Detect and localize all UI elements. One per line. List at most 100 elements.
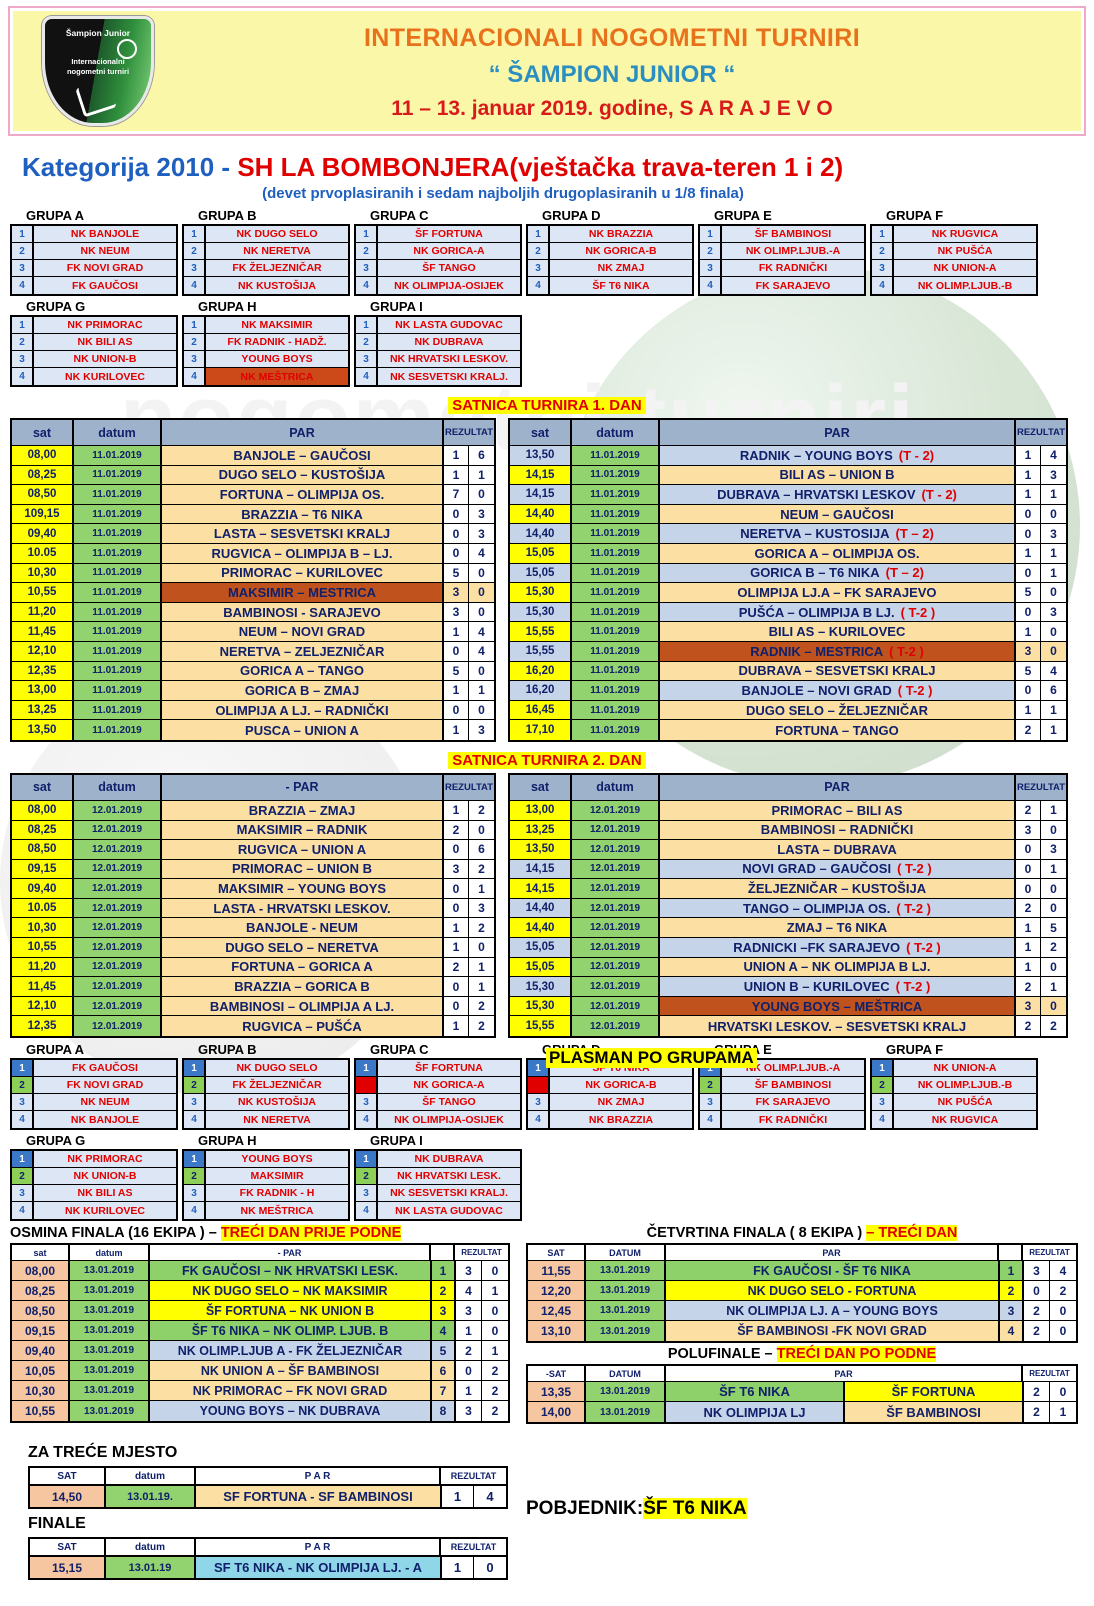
winner-label: POBJEDNIK: xyxy=(526,1498,644,1520)
score-home: 3 xyxy=(456,1301,482,1321)
logo-circle-decor xyxy=(117,39,137,59)
group-box: GRUPA F 1 NK UNION-A 2 NK OLIMP.LJUB.-B 3 NK P… xyxy=(870,1042,1038,1131)
score-away: 2 xyxy=(469,800,494,820)
match-time: 14,15 xyxy=(510,465,572,485)
match-pair: NK PRIMORAC – FK NOVI GRAD xyxy=(150,1381,432,1401)
group-rank: 4 xyxy=(872,1111,894,1129)
group-row: 4 FK GAUČOSI xyxy=(12,277,176,294)
group-row: 4 NK RUGVICA xyxy=(872,1111,1036,1129)
winner-name: ŠF T6 NIKA xyxy=(643,1498,747,1520)
score-home: 5 xyxy=(1016,661,1041,681)
group-row: 4 NK NERETVA xyxy=(184,1111,348,1129)
match-teams: BANJOLE - NEUM xyxy=(246,920,358,936)
match-teams: OLIMPIJA LJ.A – FK SARAJEVO xyxy=(737,584,937,600)
group-box: GRUPA H 1 YOUNG BOYS 2 MAKSIMIR 3 FK RADNIK - … xyxy=(182,1133,350,1222)
score-home: 2 xyxy=(1016,898,1041,918)
score-home: 2 xyxy=(1016,977,1041,996)
match-pair: NOVI GRAD – GAUČOSI ( T-2 ) xyxy=(660,859,1016,879)
score-home: 1 xyxy=(444,622,469,641)
group-row: 3 NK ZMAJ xyxy=(528,260,692,277)
score-away: 0 xyxy=(469,661,494,681)
match-date: 11.01.2019 xyxy=(572,661,660,681)
match-pair: FK GAUČOSI – NK HRVATSKI LESK. xyxy=(150,1261,432,1281)
match-date: 11.01.2019 xyxy=(572,602,660,622)
table-header-row: sat datum PAR REZULTAT xyxy=(510,420,1066,446)
match-teams: LASTA – DUBRAVA xyxy=(777,841,897,857)
logo-line-1: Šampion Junior xyxy=(65,28,131,38)
col-header-datum: datum xyxy=(572,774,660,800)
group-team-name: NK OLIMP.LJUB.-A xyxy=(722,243,864,259)
group-rank: 2 xyxy=(528,243,550,259)
match-row: 08,00 12.01.2019 BRAZZIA – ZMAJ 1 2 xyxy=(12,800,494,821)
group-team-name: NK MAKSIMIR xyxy=(206,317,348,333)
group-row: 2 ŠF BAMBINOSI xyxy=(700,1077,864,1095)
score-home: 3 xyxy=(1024,1261,1050,1281)
score-away: 2 xyxy=(469,859,494,879)
score-away: 0 xyxy=(482,1261,508,1281)
match-time: 15,05 xyxy=(510,938,572,957)
match-date: 11.01.2019 xyxy=(572,720,660,740)
group-box: GRUPA G 1 NK PRIMORAC 2 NK BILI AS 3 NK UNION-… xyxy=(10,299,178,387)
score-away: 0 xyxy=(1050,1301,1076,1321)
match-date: 13.01.19. xyxy=(106,1486,196,1508)
match-time: 14,15 xyxy=(510,485,572,504)
group-rank: 3 xyxy=(872,1094,894,1111)
group-rank: 2 xyxy=(12,334,34,350)
score-away: 1 xyxy=(469,681,494,700)
match-field-tag: ( T-2 ) xyxy=(897,682,933,698)
match-pair: DUGO SELO – NERETVA xyxy=(162,938,444,957)
score-home: 1 xyxy=(444,800,469,820)
match-date: 11.01.2019 xyxy=(74,661,162,681)
page-header: Šampion Junior Internacionalni nogometni… xyxy=(8,6,1086,136)
match-time: 12,20 xyxy=(528,1281,586,1301)
match-row: 10,05 13.01.2019 NK UNION A – ŠF BAMBINOSI… xyxy=(12,1361,508,1382)
score-home: 0 xyxy=(444,641,469,661)
match-pair: NK DUGO SELO – NK MAKSIMIR xyxy=(150,1281,432,1301)
match-pair: FORTUNA – TANGO xyxy=(660,720,1016,740)
match-pair: RUGVICA – OLIMPIJA B – LJ. xyxy=(162,543,444,563)
col-header-par: P A R xyxy=(196,1468,441,1485)
group-row: 4 FK SARAJEVO xyxy=(700,277,864,294)
col-header-rezultat: REZULTAT xyxy=(441,1468,506,1485)
category-note: (devet prvoplasiranih i sedam najboljih … xyxy=(262,185,744,202)
match-row: 14,50 13.01.19. SF FORTUNA - SF BAMBINOSI 1… xyxy=(30,1486,506,1508)
match-pair: OLIMPIJA A LJ. – RADNIČKI xyxy=(162,700,444,720)
match-date: 11.01.2019 xyxy=(74,504,162,524)
score-home: 0 xyxy=(444,977,469,996)
group-table: 1 YOUNG BOYS 2 MAKSIMIR 3 FK RADNIK - H 4 NK ME… xyxy=(182,1149,350,1222)
score-away: 2 xyxy=(482,1401,508,1422)
group-team-name: ŠF FORTUNA xyxy=(378,226,520,242)
group-rank: 4 xyxy=(184,1202,206,1220)
group-rank: 1 xyxy=(356,1060,378,1077)
group-row: 4 NK OLIMPIJA-OSIJEK xyxy=(356,277,520,294)
score-away: 6 xyxy=(1041,681,1066,700)
match-date: 12.01.2019 xyxy=(572,977,660,996)
group-team-name: ŠF BAMBINOSI xyxy=(722,226,864,242)
match-row: 16,20 11.01.2019 BANJOLE – NOVI GRAD ( T-2 … xyxy=(510,681,1066,701)
score-away: 3 xyxy=(1041,465,1066,485)
group-box: GRUPA B 1 NK DUGO SELO 2 NK NERETVA 3 FK ŽELJE… xyxy=(182,208,350,296)
cetvrtina-title-a: ČETVRTINA FINALA ( 8 EKIPA ) xyxy=(646,1225,867,1242)
group-table: 1 ŠF T6 NIKA 2 NK GORICA-B 3 NK ZMAJ 4 NK BRAZZ… xyxy=(526,1058,694,1131)
table-header-row: sat datum PAR REZULTAT xyxy=(12,420,494,446)
match-pair: NERETVA – ZELJEZNIČAR xyxy=(162,641,444,661)
match-date: 11.01.2019 xyxy=(74,543,162,563)
group-title: GRUPA G xyxy=(26,299,86,314)
score-away: 0 xyxy=(1041,504,1066,524)
group-team-name: NK GORICA-A xyxy=(378,1077,520,1094)
match-field-tag: ( T-2 ) xyxy=(906,939,941,955)
score-home: 0 xyxy=(1016,859,1041,879)
match-time: 13,35 xyxy=(528,1382,586,1402)
match-row: 12,10 12.01.2019 BAMBINOSI – OLIMPIJA A LJ… xyxy=(12,996,494,1017)
day1-schedule: sat datum PAR REZULTAT 08,00 11.01.2019 BANJOL… xyxy=(0,418,1094,742)
group-table: 1 NK DUBRAVA 2 NK HRVATSKI LESK. 3 NK SESVETS… xyxy=(354,1149,522,1222)
match-pair: UNION A – NK OLIMPIJA B LJ. xyxy=(660,957,1016,977)
match-date: 12.01.2019 xyxy=(74,1016,162,1037)
group-team-name: NK OLIMP.LJUB.-B xyxy=(894,1077,1036,1094)
score-away: 0 xyxy=(469,700,494,720)
group-rank: 4 xyxy=(184,368,206,385)
match-pair: TANGO – OLIMPIJA OS. ( T-2 ) xyxy=(660,898,1016,918)
match-number: 5 xyxy=(432,1341,456,1361)
match-time: 14,15 xyxy=(510,879,572,898)
